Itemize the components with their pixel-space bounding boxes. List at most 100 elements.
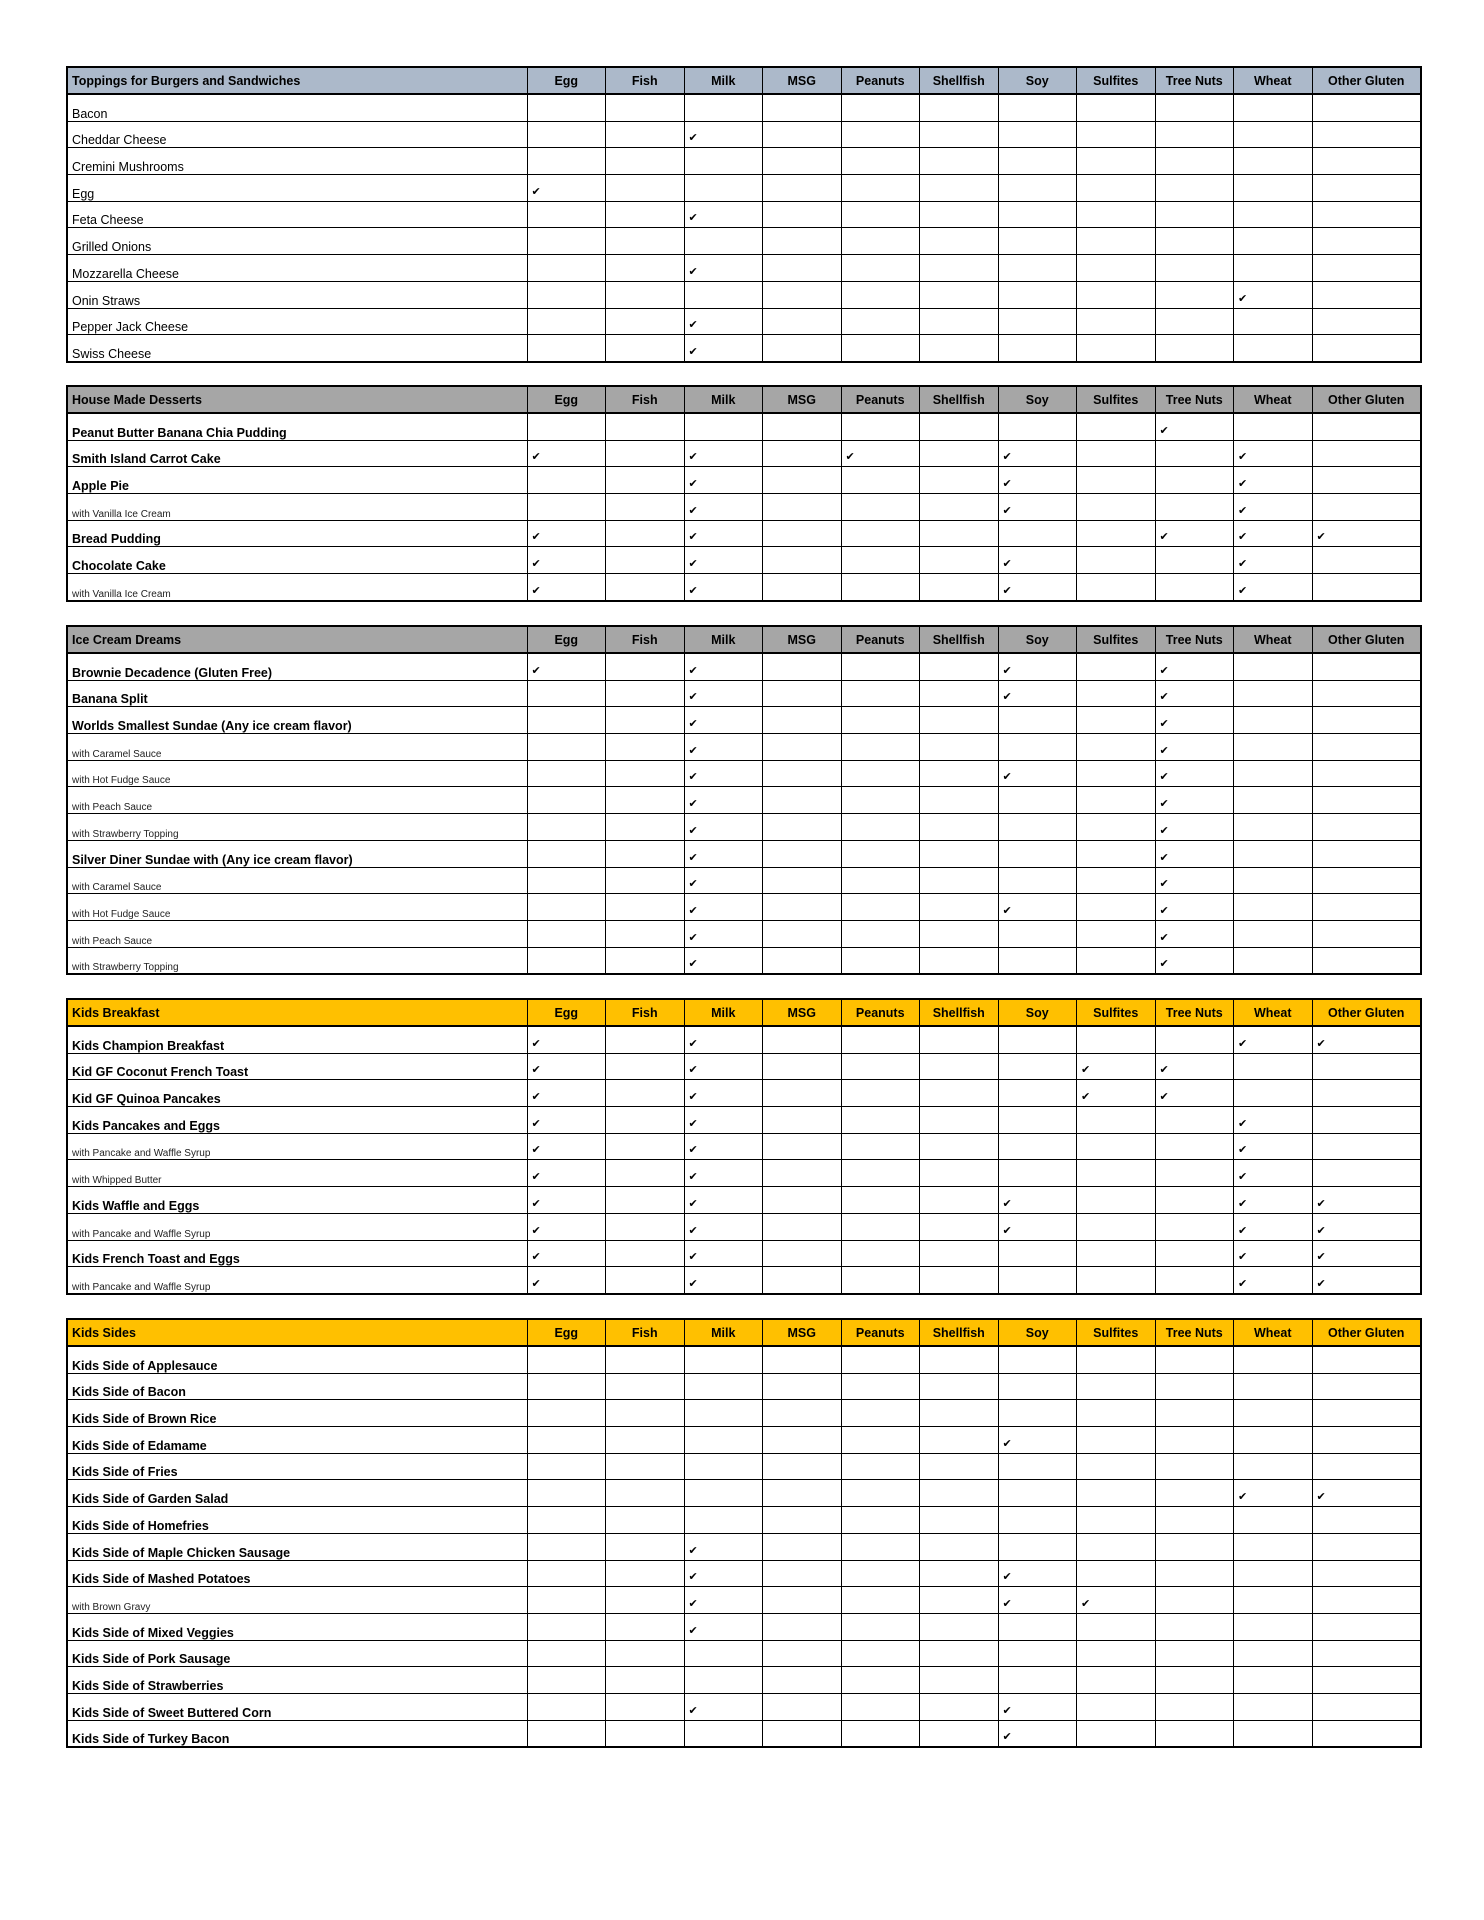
allergen-cell bbox=[997, 1479, 1077, 1508]
table-row: Swiss Cheese ✔ bbox=[66, 334, 1422, 363]
allergen-cell bbox=[1311, 1612, 1422, 1641]
allergen-cell bbox=[1154, 147, 1234, 176]
column-header: Wheat bbox=[1233, 998, 1313, 1027]
check-icon: ✔ bbox=[531, 1277, 541, 1290]
allergen-cell: ✔ bbox=[1311, 1239, 1422, 1268]
allergen-cell bbox=[762, 706, 842, 735]
allergen-cell bbox=[762, 1532, 842, 1561]
allergen-cell bbox=[762, 120, 842, 149]
allergen-cell bbox=[919, 466, 999, 495]
item-name: with Pancake and Waffle Syrup bbox=[66, 1212, 528, 1241]
allergen-cell: ✔ bbox=[683, 120, 763, 149]
check-icon: ✔ bbox=[531, 531, 541, 544]
check-icon: ✔ bbox=[1238, 1491, 1248, 1504]
allergen-cell bbox=[762, 1266, 842, 1295]
allergen-cell bbox=[1154, 546, 1234, 575]
allergen-cell bbox=[1154, 1426, 1234, 1454]
allergen-cell bbox=[1233, 1639, 1313, 1668]
table-row: Worlds Smallest Sundae (Any ice cream fl… bbox=[66, 706, 1422, 735]
allergen-cell bbox=[762, 1719, 842, 1748]
allergen-cell bbox=[526, 466, 606, 495]
check-icon: ✔ bbox=[1159, 931, 1169, 944]
column-header: Peanuts bbox=[840, 998, 920, 1027]
allergen-cell bbox=[605, 652, 685, 681]
allergen-cell: ✔ bbox=[683, 1186, 763, 1214]
allergen-cell bbox=[997, 227, 1077, 256]
allergen-cell bbox=[683, 147, 763, 176]
allergen-cell bbox=[1076, 1666, 1156, 1694]
allergen-cell: ✔ bbox=[997, 1559, 1077, 1588]
allergen-cell: ✔ bbox=[997, 759, 1077, 788]
check-icon: ✔ bbox=[688, 1251, 698, 1264]
allergen-cell bbox=[683, 1372, 763, 1401]
allergen-cell bbox=[1076, 759, 1156, 788]
allergen-cell bbox=[605, 1106, 685, 1134]
table-row: Kids Side of Mashed Potatoes ✔ ✔ bbox=[66, 1559, 1422, 1588]
allergen-cell: ✔ bbox=[1233, 1106, 1313, 1134]
table-row: Mozzarella Cheese ✔ bbox=[66, 254, 1422, 282]
allergen-cell bbox=[762, 1452, 842, 1481]
allergen-cell: ✔ bbox=[1154, 706, 1234, 735]
allergen-cell bbox=[997, 1079, 1077, 1108]
allergen-cell: ✔ bbox=[526, 1132, 606, 1161]
allergen-cell: ✔ bbox=[997, 1692, 1077, 1721]
allergen-cell bbox=[997, 1372, 1077, 1401]
allergen-cell bbox=[1233, 227, 1313, 256]
allergen-cell bbox=[762, 1025, 842, 1054]
column-header: Tree Nuts bbox=[1154, 625, 1234, 654]
check-icon: ✔ bbox=[1316, 531, 1326, 544]
allergen-cell bbox=[840, 1692, 920, 1721]
allergen-cell: ✔ bbox=[683, 519, 763, 548]
allergen-cell bbox=[840, 1399, 920, 1428]
item-name: with Peach Sauce bbox=[66, 919, 528, 948]
allergen-cell bbox=[1233, 946, 1313, 975]
allergen-cell: ✔ bbox=[683, 546, 763, 575]
allergen-cell bbox=[1076, 786, 1156, 815]
allergen-cell bbox=[683, 1479, 763, 1508]
check-icon: ✔ bbox=[1316, 1224, 1326, 1237]
column-header: MSG bbox=[762, 998, 842, 1027]
column-header: Tree Nuts bbox=[1154, 1318, 1234, 1347]
allergen-cell bbox=[605, 147, 685, 176]
column-header: MSG bbox=[762, 66, 842, 95]
allergen-cell bbox=[1154, 334, 1234, 363]
allergen-cell bbox=[762, 93, 842, 122]
item-name: Silver Diner Sundae with (Any ice cream … bbox=[66, 839, 528, 868]
allergen-cell bbox=[605, 1132, 685, 1161]
column-header: Shellfish bbox=[919, 1318, 999, 1347]
table-row: Pepper Jack Cheese ✔ bbox=[66, 307, 1422, 336]
allergen-cell: ✔ bbox=[1154, 1052, 1234, 1081]
allergen-cell bbox=[605, 679, 685, 708]
table-row: with Caramel Sauce ✔ ✔ bbox=[66, 866, 1422, 895]
table-row: Bread Pudding ✔ ✔ ✔ ✔ ✔ bbox=[66, 519, 1422, 548]
allergen-cell bbox=[1154, 1479, 1234, 1508]
allergen-cell bbox=[683, 1639, 763, 1668]
allergen-cell: ✔ bbox=[683, 1052, 763, 1081]
allergen-cell: ✔ bbox=[683, 466, 763, 495]
allergen-cell: ✔ bbox=[997, 652, 1077, 681]
item-name: Kids Waffle and Eggs bbox=[66, 1186, 528, 1214]
table-row: Kid GF Quinoa Pancakes ✔ ✔ ✔ ✔ bbox=[66, 1079, 1422, 1108]
allergen-cell bbox=[1154, 1586, 1234, 1614]
check-icon: ✔ bbox=[688, 132, 698, 145]
allergen-cell bbox=[840, 93, 920, 122]
allergen-cell bbox=[762, 839, 842, 868]
allergen-cell bbox=[919, 839, 999, 868]
allergen-cell bbox=[1154, 1639, 1234, 1668]
item-name: Egg bbox=[66, 174, 528, 202]
allergen-cell bbox=[762, 893, 842, 921]
allergen-cell bbox=[762, 1399, 842, 1428]
column-header: Fish bbox=[605, 66, 685, 95]
table-row: Kids Side of Brown Rice bbox=[66, 1399, 1422, 1428]
allergen-cell bbox=[1076, 1106, 1156, 1134]
allergen-cell bbox=[1311, 254, 1422, 282]
check-icon: ✔ bbox=[1238, 1037, 1248, 1050]
allergen-cell: ✔ bbox=[1233, 1266, 1313, 1295]
column-header: Tree Nuts bbox=[1154, 385, 1234, 414]
allergen-cell bbox=[605, 1639, 685, 1668]
allergen-cell bbox=[1233, 1079, 1313, 1108]
allergen-cell bbox=[526, 786, 606, 815]
allergen-cell: ✔ bbox=[526, 652, 606, 681]
column-header: Wheat bbox=[1233, 1318, 1313, 1347]
allergen-cell: ✔ bbox=[526, 1052, 606, 1081]
